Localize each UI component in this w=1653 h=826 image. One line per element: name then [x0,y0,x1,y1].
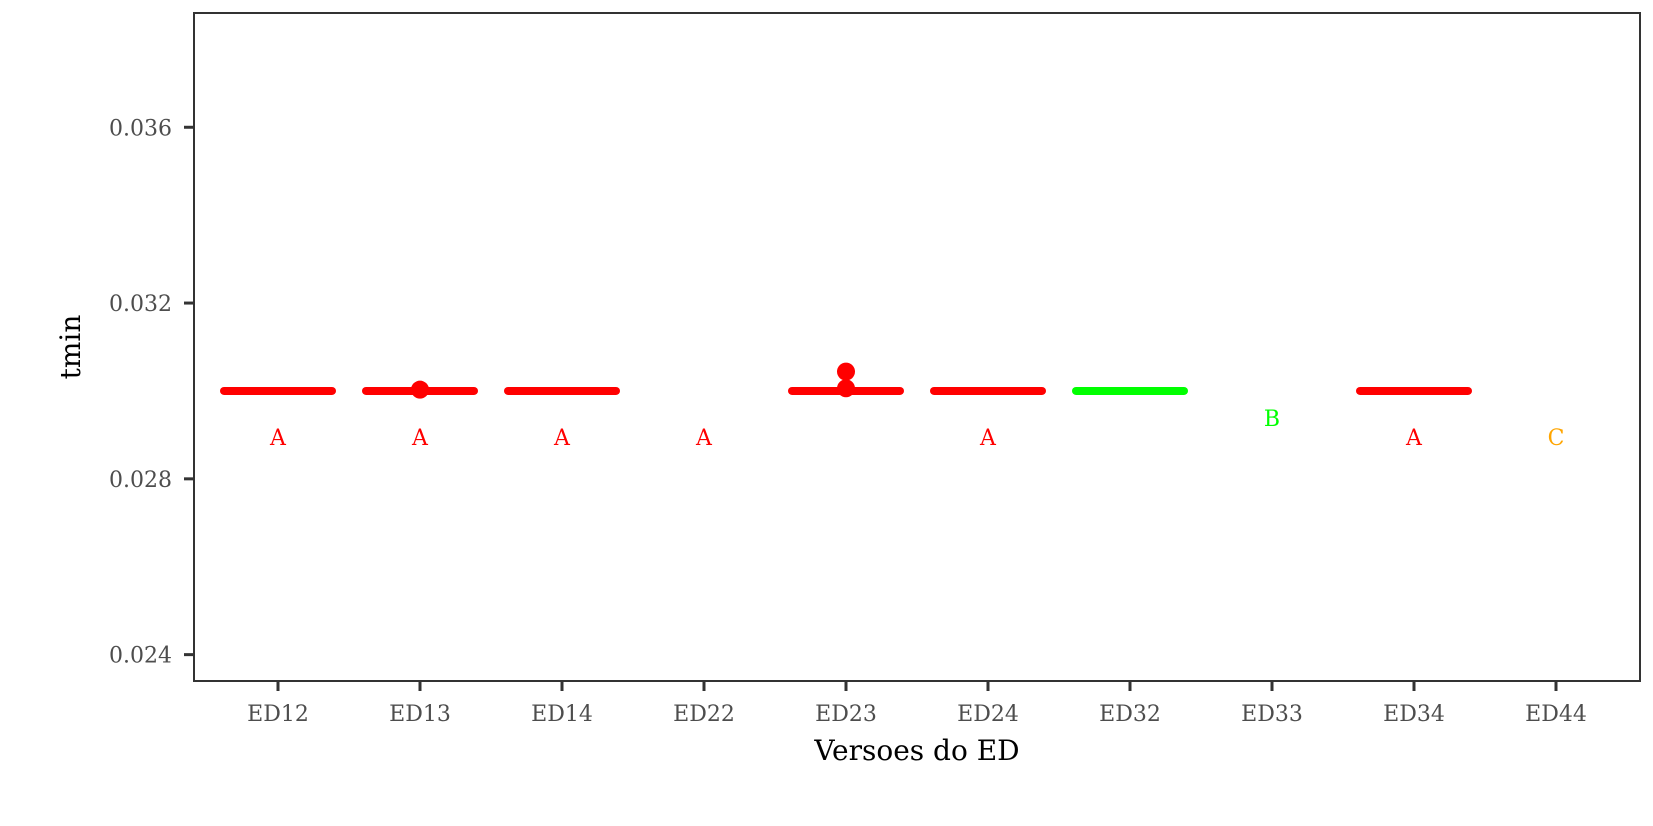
y-tick-label: 0.032 [109,292,172,317]
y-axis-title: tmin [54,315,87,380]
y-tick-label: 0.028 [109,468,172,493]
group-letter-label: C [1548,426,1565,451]
x-axis: ED12 ED13 ED14 ED22 ED23 ED24 ED32 ED33 ED34 ED44 [247,681,1587,727]
chart-marks: A A A A ABA C [220,362,1565,451]
x-tick-label: ED24 [957,702,1019,727]
group-letter-label: A [411,426,429,451]
outlier-point [411,380,429,399]
x-axis-title: Versoes do ED [813,734,1019,767]
group-letter-label: B [1264,407,1280,432]
x-tick-label: ED34 [1383,702,1445,727]
group-letter-label: A [1405,426,1423,451]
y-tick-label: 0.036 [109,116,172,141]
x-tick-label: ED23 [815,702,877,727]
x-tick-label: ED22 [673,702,735,727]
outlier-point [837,362,855,381]
x-tick-label: ED32 [1099,702,1161,727]
group-letter-label: A [979,426,997,451]
x-tick-label: ED12 [247,702,309,727]
group-letter-label: A [695,426,713,451]
x-tick-label: ED13 [389,702,451,727]
outlier-point [837,379,855,398]
x-tick-label: ED14 [531,702,593,727]
group-letter-label: A [553,426,571,451]
x-tick-label: ED33 [1241,702,1303,727]
x-tick-label: ED44 [1525,702,1587,727]
y-axis: 0.024 0.028 0.032 0.036 [109,116,194,669]
plot-area [193,12,1641,682]
plot-border [193,12,1641,682]
y-tick-label: 0.024 [109,644,172,669]
group-letter-label: A [269,426,287,451]
